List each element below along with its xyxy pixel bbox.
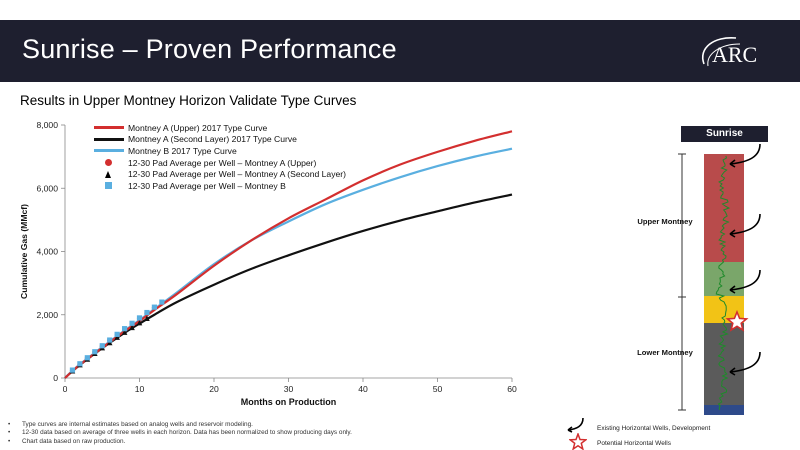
stratigraphy-title: Sunrise bbox=[681, 126, 768, 142]
legend-entry: Montney A (Upper) 2017 Type Curve bbox=[92, 122, 346, 134]
data-point-montney-b bbox=[129, 320, 135, 326]
x-tick-label: 10 bbox=[135, 384, 145, 394]
type-curve-chart: 0 2,000 4,000 6,000 8,000 0 10 20 30 40 50 60 Months… bbox=[19, 120, 517, 407]
x-tick-label: 30 bbox=[284, 384, 294, 394]
footnote: Chart data based on raw production. bbox=[8, 438, 352, 447]
title-bar bbox=[0, 20, 800, 82]
footnote: 12-30 data based on average of three wel… bbox=[8, 429, 352, 438]
legend-entry: Montney B 2017 Type Curve bbox=[92, 145, 346, 157]
x-tick-label: 50 bbox=[433, 384, 443, 394]
x-tick-label: 60 bbox=[507, 384, 517, 394]
potential-well-star-icon bbox=[725, 309, 749, 332]
legend-circle-icon bbox=[105, 159, 112, 167]
legend-entry: 12-30 Pad Average per Well – Montney B bbox=[92, 180, 346, 192]
data-point-montney-b bbox=[77, 361, 83, 367]
data-point-montney-b bbox=[159, 299, 165, 305]
key-star-icon bbox=[569, 433, 587, 450]
data-point-montney-b bbox=[151, 304, 157, 310]
legend-line-red-icon bbox=[94, 126, 124, 130]
data-point-montney-b bbox=[144, 309, 150, 316]
zone-base bbox=[704, 405, 744, 415]
key-existing-wells: Existing Horizontal Wells, Development bbox=[597, 425, 711, 432]
arc-logo: ARC bbox=[701, 37, 757, 67]
existing-well-arrow-icon bbox=[729, 143, 761, 165]
y-tick-label: 6,000 bbox=[36, 183, 58, 193]
y-axis-label: Cumulative Gas (MMcf) bbox=[19, 204, 29, 299]
chart-legend: Montney A (Upper) 2017 Type Curve Montne… bbox=[92, 122, 346, 192]
existing-well-arrow-icon bbox=[729, 269, 761, 291]
page-subtitle: Results in Upper Montney Horizon Validat… bbox=[20, 93, 357, 108]
lower-montney-label: Lower Montney bbox=[637, 348, 693, 357]
x-tick-label: 0 bbox=[63, 384, 68, 394]
y-tick-label: 8,000 bbox=[36, 120, 58, 130]
footnotes: Type curves are internal estimates based… bbox=[8, 421, 352, 447]
stratigraphic-column bbox=[678, 143, 761, 415]
upper-montney-label: Upper Montney bbox=[637, 217, 693, 226]
zone-lower-montney bbox=[704, 323, 744, 405]
legend-line-black-icon bbox=[94, 137, 124, 141]
logo-text: ARC bbox=[712, 42, 757, 67]
legend-line-blue-icon bbox=[94, 149, 124, 153]
data-point-montney-b bbox=[99, 343, 105, 349]
data-point-second-layer bbox=[121, 329, 128, 335]
data-point-second-layer bbox=[144, 315, 150, 321]
y-tick-label: 0 bbox=[53, 373, 58, 383]
existing-well-arrow-icon bbox=[729, 351, 761, 373]
data-point-second-layer bbox=[114, 334, 120, 340]
y-tick-label: 4,000 bbox=[36, 247, 58, 257]
x-axis-label: Months on Production bbox=[241, 397, 336, 407]
zone-green bbox=[704, 262, 744, 296]
data-point-second-layer bbox=[136, 319, 143, 326]
data-point-montney-b bbox=[107, 337, 113, 343]
data-point-montney-b bbox=[84, 355, 90, 361]
data-point-montney-b bbox=[136, 315, 143, 321]
legend-square-icon bbox=[105, 182, 112, 190]
legend-entry: Montney A (Second Layer) 2017 Type Curve bbox=[92, 134, 346, 146]
legend-entry: 12-30 Pad Average per Well – Montney A (… bbox=[92, 168, 346, 180]
y-tick-label: 2,000 bbox=[36, 310, 58, 320]
data-point-montney-b bbox=[114, 331, 120, 337]
data-point-second-layer bbox=[129, 324, 135, 331]
page-title: Sunrise – Proven Performance bbox=[22, 34, 397, 64]
data-point-montney-b bbox=[69, 367, 76, 373]
key-potential-wells: Potential Horizontal Wells bbox=[597, 440, 671, 447]
x-tick-label: 20 bbox=[209, 384, 219, 394]
existing-well-arrow-icon bbox=[729, 213, 761, 235]
footnote: Type curves are internal estimates based… bbox=[8, 421, 352, 430]
legend-triangle-icon bbox=[105, 170, 111, 178]
data-point-montney-b bbox=[92, 349, 98, 355]
gamma-log-trace bbox=[715, 155, 731, 411]
key-arrow-icon bbox=[567, 417, 584, 433]
header: Sunrise – Proven Performance ARC bbox=[0, 0, 800, 82]
x-tick-label: 40 bbox=[358, 384, 368, 394]
data-point-montney-b bbox=[122, 326, 128, 332]
legend-entry: 12-30 Pad Average per Well – Montney A (… bbox=[92, 157, 346, 169]
